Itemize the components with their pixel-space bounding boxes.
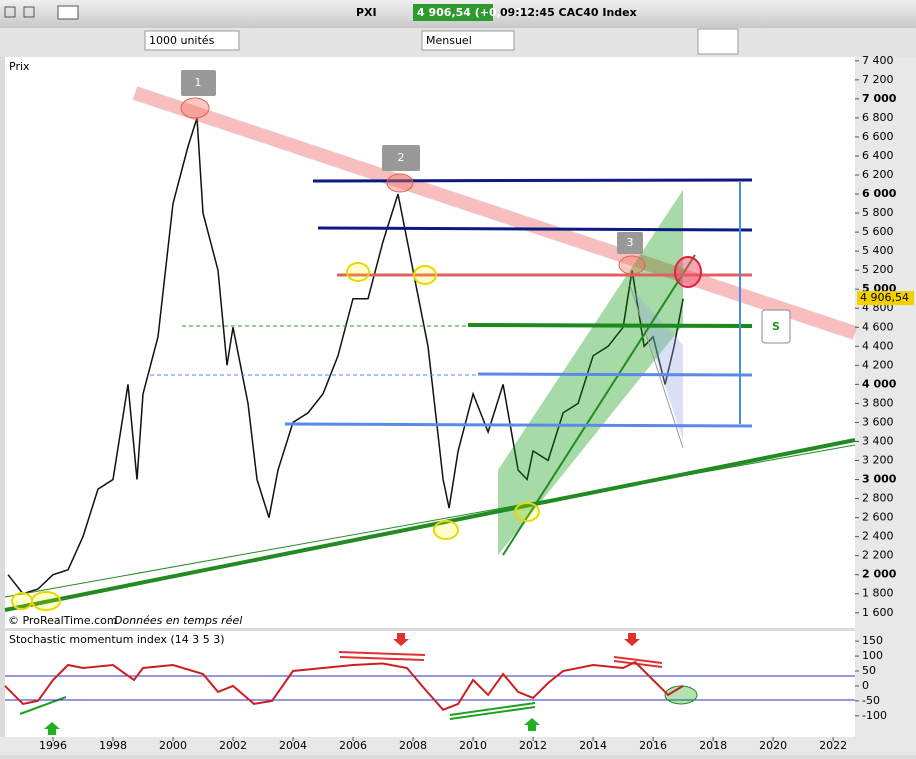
- y-tick-label: 0: [862, 679, 869, 692]
- x-tick-label: 2022: [819, 739, 847, 752]
- y-tick-label: 4 400: [862, 339, 894, 352]
- x-tick-label: 2002: [219, 739, 247, 752]
- x-tick-label: 2012: [519, 739, 547, 752]
- y-tick-label: 2 400: [862, 530, 894, 543]
- y-tick-label: 7 000: [862, 92, 897, 105]
- y-tick-label: 4 600: [862, 320, 894, 333]
- osc-panel: [5, 631, 855, 737]
- signal-label: S: [772, 320, 780, 333]
- y-tick-label: -50: [862, 694, 880, 707]
- x-tick-label: 2018: [699, 739, 727, 752]
- y-tick-label: 2 600: [862, 511, 894, 524]
- x-tick-label: 2016: [639, 739, 667, 752]
- y-tick-label: 3 000: [862, 473, 897, 486]
- period: Mensuel: [426, 34, 472, 47]
- y-tick-label: 7 200: [862, 73, 894, 86]
- y-tick-label: 3 200: [862, 454, 894, 467]
- series-line: [7, 117, 684, 595]
- y-tick-label: 6 600: [862, 130, 894, 143]
- realtime: Données en temps réel: [114, 614, 242, 627]
- y-tick-label: 6 400: [862, 149, 894, 162]
- y-tick-label: 6 200: [862, 168, 894, 181]
- units-select[interactable]: [144, 30, 240, 51]
- axis-area: [855, 57, 916, 737]
- x-tick-label: 2006: [339, 739, 367, 752]
- y-tick-label: 4 000: [862, 377, 897, 390]
- x-tick-label: 2004: [279, 739, 307, 752]
- indicator-btn[interactable]: [697, 28, 739, 55]
- y-tick-label: 1 600: [862, 606, 894, 619]
- y-tick-label: 2 200: [862, 549, 894, 562]
- quote: 4 906,54 (+0,49%): [417, 6, 532, 19]
- x-tick-label: 2014: [579, 739, 607, 752]
- x-axis-area: [0, 737, 916, 755]
- drawings: [4, 70, 858, 735]
- y-tick-label: 5 200: [862, 263, 894, 276]
- mark-label: 2: [398, 151, 405, 164]
- y-tick-label: 5 600: [862, 225, 894, 238]
- quote-box: [413, 4, 493, 21]
- y-tick-label: 5 400: [862, 244, 894, 257]
- y-tick-label: 4 200: [862, 358, 894, 371]
- price-panel: [5, 57, 855, 628]
- mark-label: 1: [195, 76, 202, 89]
- y-tick-label: 2 800: [862, 492, 894, 505]
- series-line: [4, 660, 684, 711]
- copyright: © ProRealTime.com: [8, 614, 118, 627]
- price-marker-label: 4 906,54: [860, 291, 909, 304]
- y-tick-label: 2 000: [862, 568, 897, 581]
- units: 1000 unités: [149, 34, 215, 47]
- x-tick-label: 1998: [99, 739, 127, 752]
- price-title: Prix: [9, 60, 30, 73]
- y-tick-label: 6 800: [862, 111, 894, 124]
- x-tick-label: 2020: [759, 739, 787, 752]
- osc-title: Stochastic momentum index (14 3 5 3): [9, 633, 224, 646]
- x-tick-label: 2010: [459, 739, 487, 752]
- y-tick-label: 3 600: [862, 415, 894, 428]
- price-marker: [857, 291, 914, 306]
- y-tick-label: 7 400: [862, 54, 894, 67]
- y-tick-label: 1 800: [862, 587, 894, 600]
- max-btn[interactable]: [23, 6, 35, 18]
- keyboard-btn[interactable]: [57, 5, 79, 20]
- y-tick-label: 100: [862, 649, 883, 662]
- x-tick-label: 2008: [399, 739, 427, 752]
- period-select[interactable]: [421, 30, 515, 51]
- y-tick-label: 50: [862, 664, 876, 677]
- y-tick-label: 3 800: [862, 396, 894, 409]
- y-tick-label: 6 000: [862, 187, 897, 200]
- x-tick-label: 1996: [39, 739, 67, 752]
- y-tick-label: -100: [862, 709, 887, 722]
- x-tick-label: 2000: [159, 739, 187, 752]
- price-legend-bg: [5, 58, 87, 75]
- time-index: 09:12:45 CAC40 Index: [500, 6, 637, 19]
- y-tick-label: 5 800: [862, 206, 894, 219]
- y-tick-label: 150: [862, 634, 883, 647]
- mark-label: 3: [627, 236, 634, 249]
- close-btn[interactable]: [4, 6, 16, 18]
- y-tick-label: 3 400: [862, 434, 894, 447]
- symbol: PXI: [356, 6, 377, 19]
